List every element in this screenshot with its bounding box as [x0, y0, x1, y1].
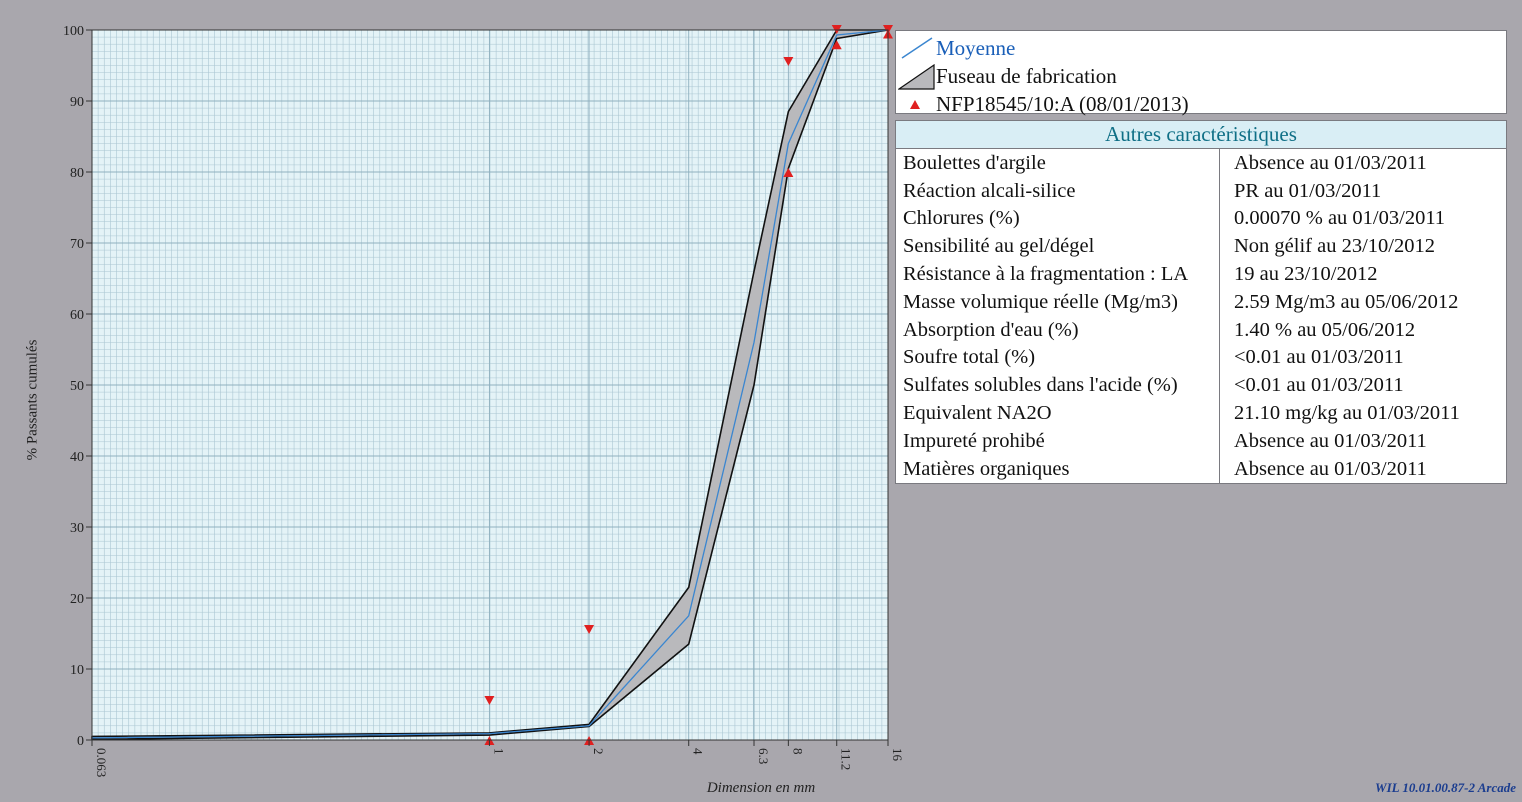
y-tick-label: 70: [70, 237, 84, 252]
legend-item-moyenne: Moyenne: [896, 34, 1506, 62]
characteristic-value: 2.59 Mg/m3 au 05/06/2012: [1234, 290, 1459, 313]
legend-label: NFP18545/10:A (08/01/2013): [936, 92, 1189, 116]
characteristic-row: Impureté prohibé Absence au 01/03/2011: [896, 426, 1506, 455]
characteristic-name: Soufre total (%): [896, 343, 1220, 372]
characteristic-name: Boulettes d'argile: [896, 149, 1220, 177]
x-tick-label: 16: [890, 748, 905, 762]
y-tick-label: 60: [70, 308, 84, 323]
characteristic-row: Sulfates solubles dans l'acide (%) <0.01 …: [896, 371, 1506, 400]
lower-limit-marker: [831, 40, 842, 50]
characteristic-name: Résistance à la fragmentation : LA: [896, 260, 1220, 288]
fuseau-swatch-icon: [898, 64, 935, 90]
x-tick-label: 6.3: [756, 748, 771, 764]
characteristic-value: Absence au 01/03/2011: [1234, 457, 1427, 480]
characteristic-value: 1.40 % au 05/06/2012: [1234, 318, 1416, 341]
characteristics-table: Boulettes d'argile Absence au 01/03/2011 R…: [896, 149, 1506, 483]
legend-item-norme: NFP18545/10:A (08/01/2013): [896, 90, 1506, 118]
characteristic-row: Réaction alcali-silice PR au 01/03/2011: [896, 176, 1506, 205]
x-tick-label: 11.2: [839, 748, 854, 770]
characteristic-row: Résistance à la fragmentation : LA 19 au …: [896, 260, 1506, 288]
characteristic-row: Equivalent NA2O 21.10 mg/kg au 01/03/2011: [896, 399, 1506, 427]
characteristic-row: Masse volumique réelle (Mg/m3) 2.59 Mg/m3…: [896, 287, 1506, 316]
y-tick-label: 20: [70, 592, 84, 607]
characteristic-row: Soufre total (%) <0.01 au 01/03/2011: [896, 343, 1506, 372]
x-tick-label: 1: [491, 748, 506, 755]
characteristic-value: 0.00070 % au 01/03/2011: [1234, 207, 1446, 230]
characteristic-name: Matières organiques: [896, 454, 1220, 483]
characteristic-name: Sulfates solubles dans l'acide (%): [896, 371, 1220, 400]
moyenne-line-icon: [901, 37, 933, 59]
legend: Moyenne Fuseau de fabrication NFP18545/1…: [895, 30, 1507, 116]
characteristic-name: Absorption d'eau (%): [896, 315, 1220, 344]
characteristic-name: Impureté prohibé: [896, 426, 1220, 455]
characteristics-panel: Autres caractéristiques Boulettes d'argi…: [895, 120, 1507, 484]
upper-limit-marker: [783, 56, 794, 66]
upper-limit-marker: [484, 695, 495, 705]
characteristic-name: Chlorures (%): [896, 204, 1220, 233]
characteristic-value: PR au 01/03/2011: [1234, 179, 1382, 202]
x-tick-label: 8: [790, 748, 805, 755]
footer-version: WIL 10.01.00.87-2 Arcade: [1375, 780, 1516, 795]
characteristic-value: Absence au 01/03/2011: [1234, 151, 1427, 174]
characteristic-value: Non gélif au 23/10/2012: [1234, 235, 1435, 258]
fuseau-band: [91, 29, 889, 741]
characteristic-name: Réaction alcali-silice: [896, 176, 1220, 205]
y-tick-label: 0: [77, 734, 84, 749]
y-tick-label: 100: [63, 24, 84, 39]
legend-item-fuseau: Fuseau de fabrication: [896, 62, 1506, 90]
y-tick-label: 50: [70, 379, 84, 394]
y-tick-label: 30: [70, 521, 84, 536]
x-tick-label: 4: [691, 748, 706, 755]
characteristic-row: Sensibilité au gel/dégel Non gélif au 23/…: [896, 232, 1506, 261]
characteristic-name: Masse volumique réelle (Mg/m3): [896, 287, 1220, 316]
y-tick-label: 40: [70, 450, 84, 465]
characteristic-value: <0.01 au 01/03/2011: [1234, 346, 1404, 369]
upper-limit-marker: [584, 624, 595, 634]
characteristic-value: 21.10 mg/kg au 01/03/2011: [1234, 402, 1460, 425]
legend-label: Fuseau de fabrication: [936, 64, 1117, 88]
characteristic-row: Boulettes d'argile Absence au 01/03/2011: [896, 149, 1506, 177]
chart-grid: [91, 30, 889, 740]
triangle-marker-icon: [910, 100, 920, 109]
characteristic-name: Sensibilité au gel/dégel: [896, 232, 1220, 261]
x-axis-label: Dimension en mm: [706, 780, 816, 796]
characteristic-row: Absorption d'eau (%) 1.40 % au 05/06/2012: [896, 315, 1506, 344]
lower-limit-marker: [783, 168, 794, 177]
characteristics-title: Autres caractéristiques: [896, 121, 1506, 149]
characteristic-value: <0.01 au 01/03/2011: [1234, 374, 1404, 397]
characteristic-row: Matières organiques Absence au 01/03/2011: [896, 454, 1506, 483]
y-tick-label: 80: [70, 166, 84, 181]
x-tick-label: 2: [591, 748, 606, 755]
y-axis-label: % Passants cumulés: [24, 339, 41, 461]
characteristic-value: Absence au 01/03/2011: [1234, 429, 1427, 452]
characteristic-value: 19 au 23/10/2012: [1234, 263, 1378, 286]
x-tick-label: 0.063: [94, 748, 109, 777]
characteristic-name: Equivalent NA2O: [896, 399, 1220, 427]
characteristic-row: Chlorures (%) 0.00070 % au 01/03/2011: [896, 204, 1506, 233]
legend-label: Moyenne: [936, 36, 1016, 60]
y-tick-label: 10: [70, 663, 84, 678]
y-tick-label: 90: [70, 95, 84, 110]
moyenne-line: [91, 29, 889, 739]
